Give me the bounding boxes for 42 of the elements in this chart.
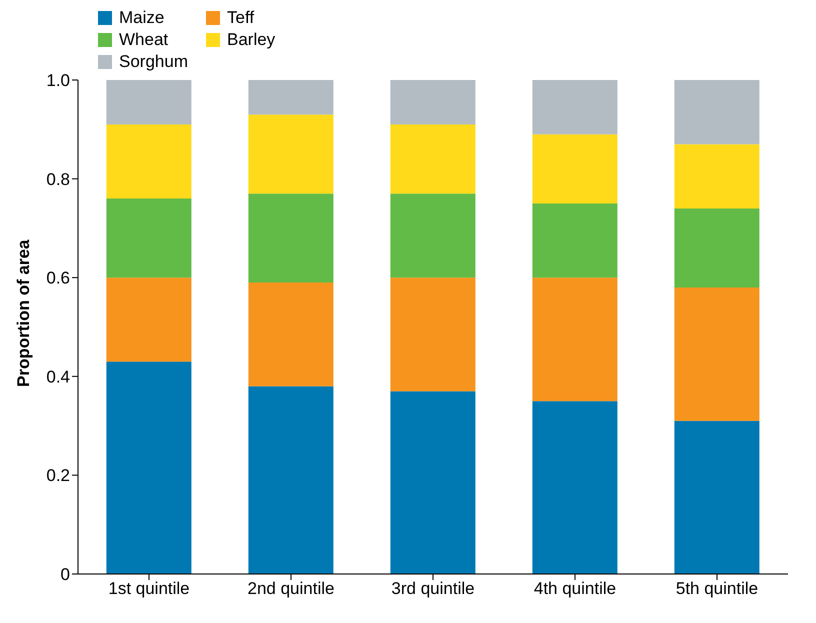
bar [532, 134, 618, 204]
y-tick-label: 0.6 [46, 268, 70, 288]
bar [390, 80, 476, 124]
bar [106, 198, 192, 278]
y-tick-label: 0.4 [46, 367, 70, 386]
bar [390, 194, 476, 278]
y-tick-label: 1.0 [46, 71, 70, 90]
bar [248, 194, 334, 283]
y-tick-label: 0.2 [46, 466, 70, 486]
bar [248, 282, 334, 386]
legend-label: Teff [226, 8, 254, 28]
bar [674, 420, 760, 574]
bar [674, 144, 760, 208]
bar [390, 278, 476, 392]
legend-label: Maize [119, 8, 164, 28]
bar [390, 391, 476, 574]
bar [674, 287, 760, 421]
y-tick-label: 0 [60, 565, 70, 584]
bar [248, 386, 334, 574]
bar [106, 278, 192, 362]
bar [390, 124, 476, 194]
bar [532, 401, 618, 574]
bar [532, 204, 618, 278]
x-tick-label: 3rd quintile [391, 579, 475, 598]
bar [674, 208, 760, 288]
bar [106, 124, 192, 199]
y-tick-label: 0.8 [46, 170, 70, 189]
bar [532, 278, 618, 402]
legend-label: Sorghum [119, 52, 188, 72]
bar [248, 80, 334, 115]
bar [248, 114, 334, 194]
legend-label: Wheat [119, 30, 168, 50]
bar [532, 80, 618, 134]
bar [106, 80, 192, 124]
x-tick-label: 5th quintile [676, 579, 758, 598]
x-tick-label: 4th quintile [534, 579, 616, 598]
bar [106, 362, 192, 574]
legend-label: Barley [226, 30, 276, 50]
x-tick-label: 2nd quintile [248, 579, 334, 598]
y-axis-title: Proportion of area [14, 239, 34, 387]
x-tick-label: 1st quintile [108, 579, 190, 598]
bar [674, 80, 760, 144]
